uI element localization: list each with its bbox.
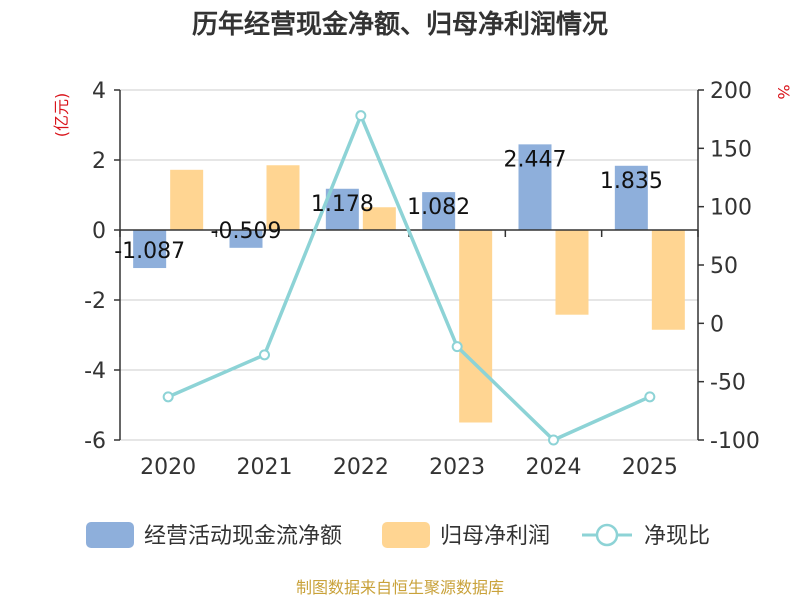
net-profit-bar (459, 230, 493, 423)
ratio-point (259, 349, 270, 361)
cashflow-data-label: 1.178 (311, 192, 374, 217)
legend-swatch (86, 522, 134, 548)
chart-title: 历年经营现金净额、归母净利润情况 (192, 9, 608, 40)
cashflow-bar (518, 144, 552, 230)
cashflow-bar (229, 230, 263, 248)
y-left-unit-label: (亿元) (52, 93, 71, 138)
legend-label: 净现比 (644, 524, 710, 549)
net-profit-bar (555, 230, 589, 315)
y-right-tick-label: 100 (710, 196, 752, 221)
cashflow-data-label: -1.087 (114, 239, 185, 264)
net-profit-bar (651, 230, 685, 330)
y-right-tick-label: 50 (710, 254, 738, 279)
y-right-ticks: -100 -50 0 50 100 150 200 (710, 79, 760, 454)
net-profit-bar (266, 165, 300, 230)
y-right-tick-label: -50 (710, 371, 746, 396)
x-tick-label: 2021 (237, 455, 293, 480)
y-left-tick-label: -4 (84, 359, 106, 384)
cashflow-data-label: -0.509 (211, 219, 282, 244)
y-left-ticks: -6 -4 -2 0 2 4 (84, 79, 106, 454)
ratio-point (355, 110, 367, 122)
x-tick-label: 2020 (140, 455, 196, 480)
y-left-tick-label: 0 (92, 219, 106, 244)
legend: 经营活动现金流净额 归母净利润 净现比 (86, 522, 710, 549)
legend-marker (595, 523, 619, 547)
cashflow-bar (133, 230, 167, 269)
y-left-tick-label: 2 (92, 149, 106, 174)
ratio-line (167, 111, 651, 443)
x-tick-label: 2024 (526, 455, 582, 480)
cashflow-bar (422, 192, 456, 230)
ratio-point (644, 391, 656, 403)
x-tick-label: 2022 (333, 455, 389, 480)
legend-label: 归母净利润 (440, 524, 550, 549)
y-right-tick-label: -100 (710, 429, 760, 454)
net-profit-bar (362, 207, 396, 230)
ratio-point (548, 434, 559, 446)
y-right-tick-label: 0 (710, 312, 724, 337)
x-tick-label: 2023 (429, 455, 485, 480)
y-left-tick-label: 4 (92, 79, 106, 104)
legend-swatch (382, 522, 430, 548)
ratio-point (162, 391, 174, 403)
line-series (162, 110, 656, 446)
data-labels: -1.087 -0.509 1.178 1.082 2.447 1.835 (114, 147, 663, 264)
cashflow-bar (614, 165, 648, 230)
cashflow-data-label: 1.082 (407, 195, 470, 220)
source-note: 制图数据来自恒生聚源数据库 (296, 578, 504, 597)
y-left-tick-label: -2 (84, 289, 106, 314)
legend-label: 经营活动现金流净额 (144, 524, 342, 549)
ratio-point (451, 341, 463, 353)
y-right-tick-label: 150 (710, 137, 752, 162)
axes (114, 89, 704, 441)
bar-marks (133, 144, 685, 423)
y-left-tick-label: -6 (84, 429, 106, 454)
y-right-unit-label: % (774, 84, 793, 99)
cashflow-data-label: 2.447 (504, 147, 567, 172)
y-right-tick-label: 200 (710, 79, 752, 104)
cashflow-data-label: 1.835 (600, 169, 663, 194)
net-profit-bar (170, 169, 204, 230)
grid-lines (120, 89, 698, 441)
x-ticks: 2020 2021 2022 2023 2024 2025 (140, 455, 678, 480)
x-tick-label: 2025 (622, 455, 678, 480)
cashflow-bar (325, 188, 359, 230)
